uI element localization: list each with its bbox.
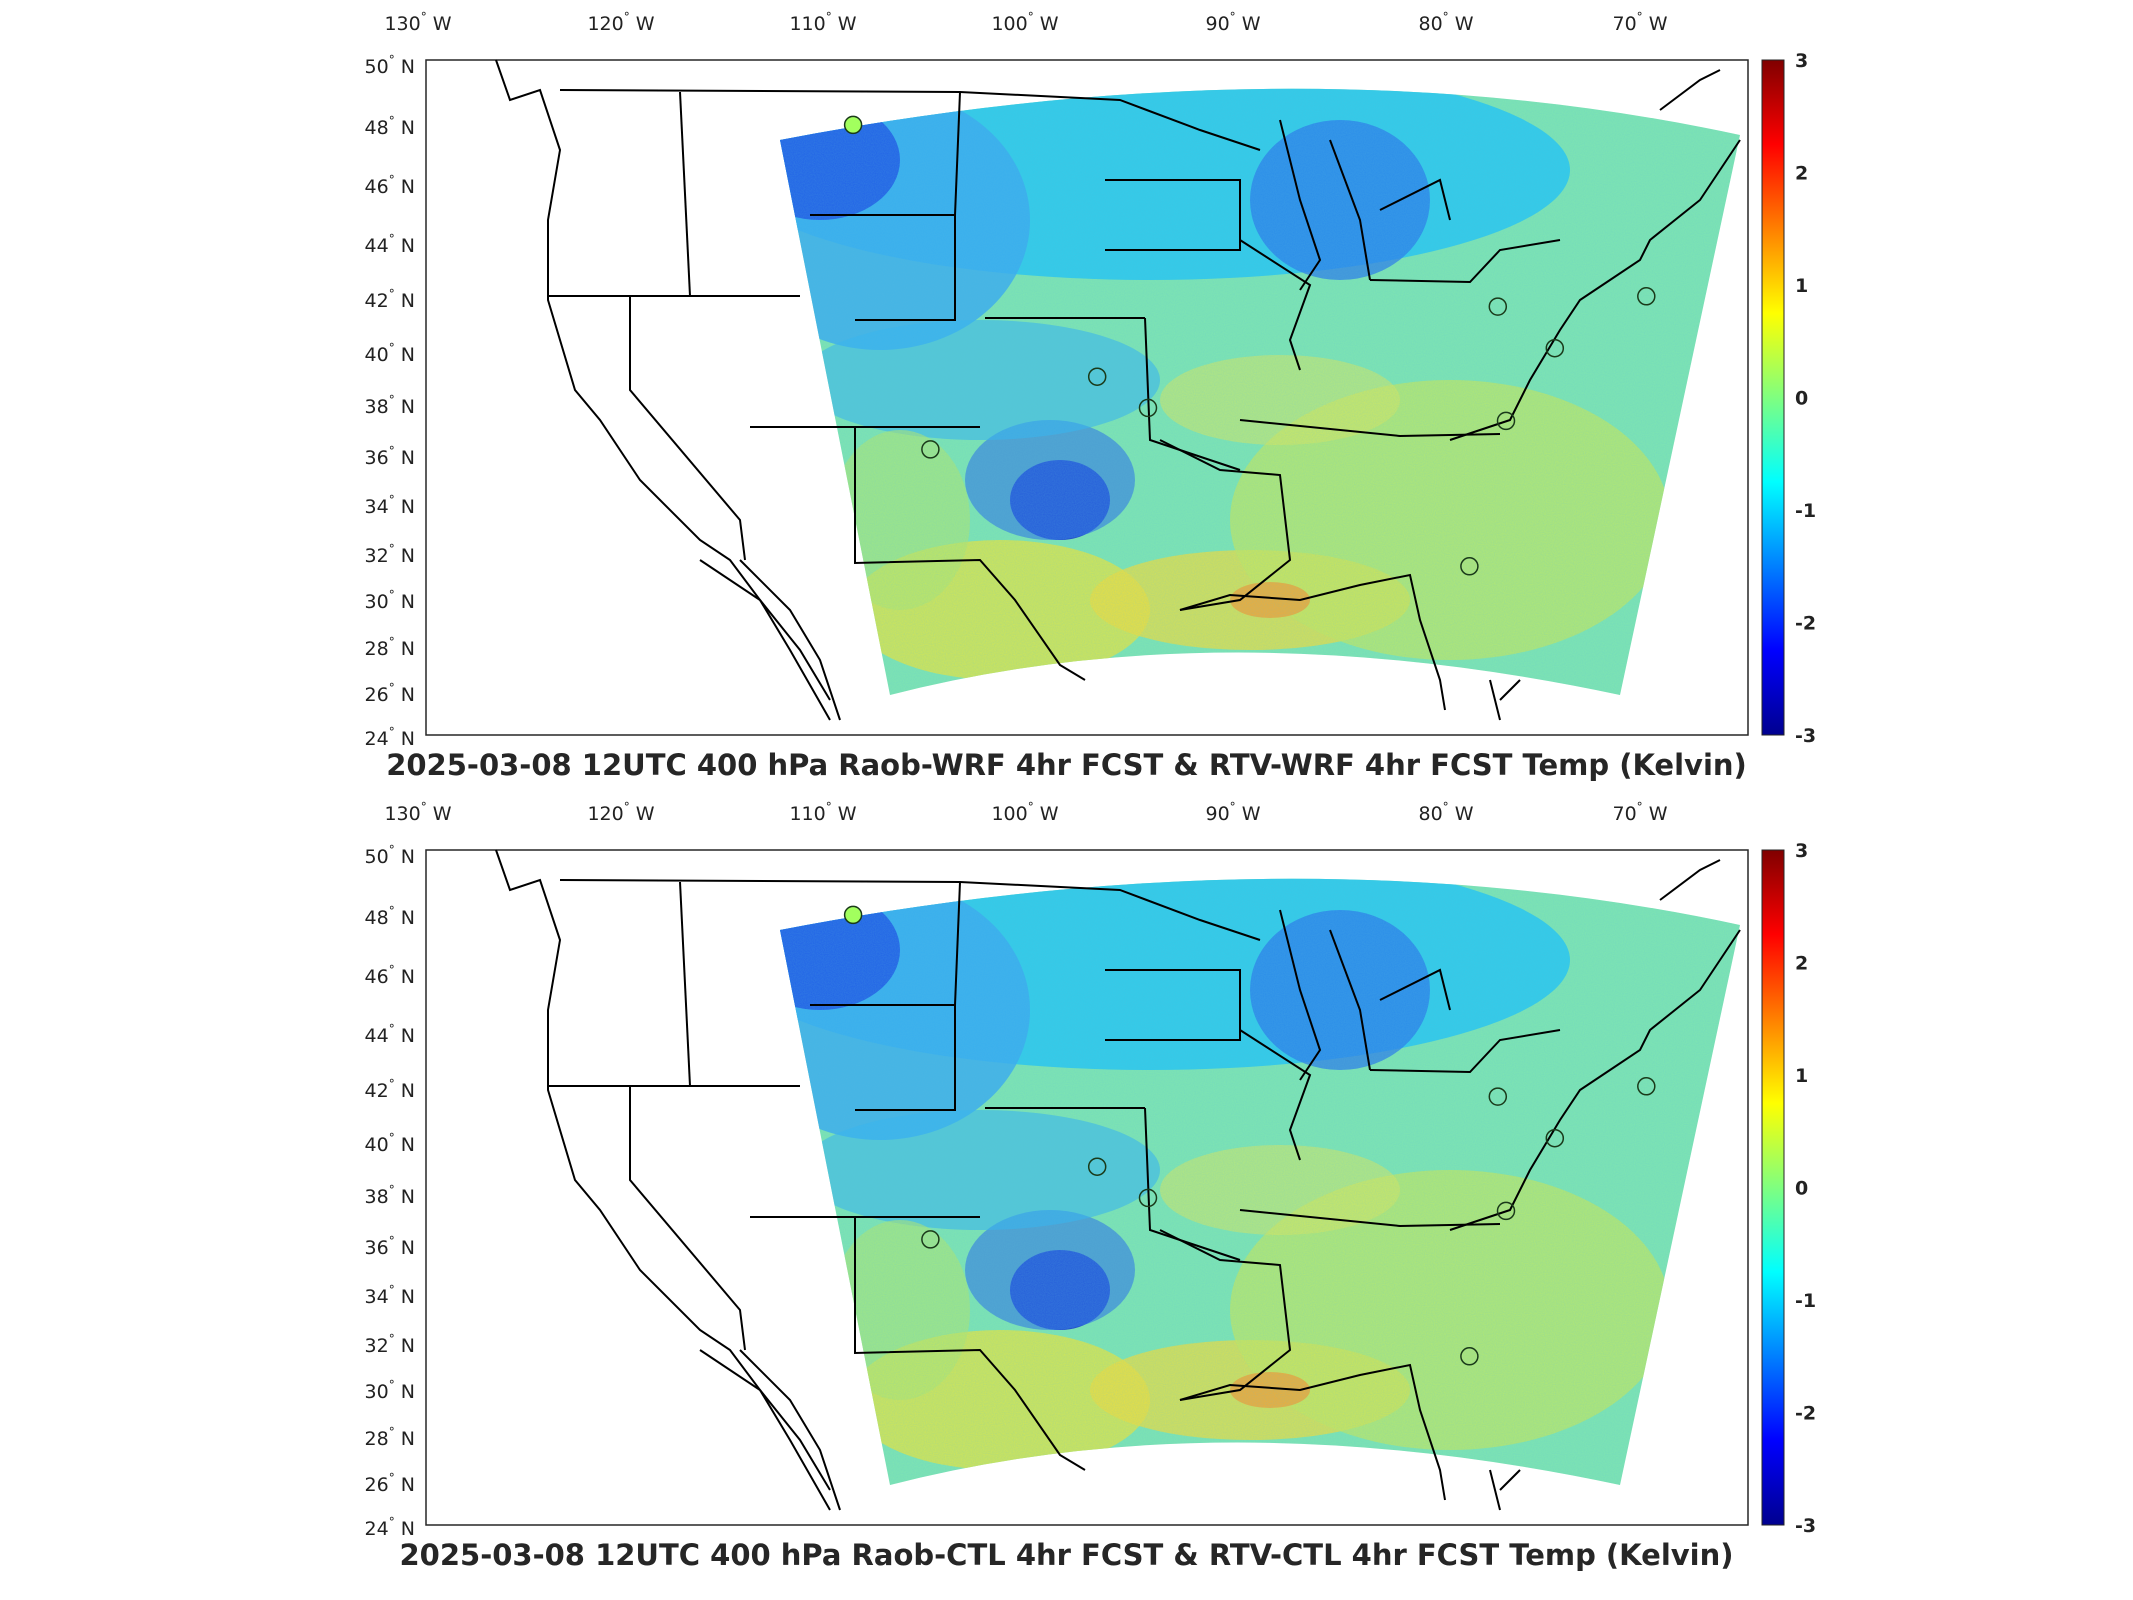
lon-tick-label: 100° W — [991, 800, 1058, 825]
lon-tick-label: 90° W — [1205, 10, 1260, 35]
station-marker — [1545, 1128, 1565, 1148]
lon-tick-label: 80° W — [1418, 800, 1473, 825]
station-marker — [921, 1230, 940, 1249]
coastlines-and-borders — [495, 59, 1741, 721]
colorbar-tick-label: -3 — [1795, 1515, 1816, 1537]
lon-tick-label: 130° W — [384, 10, 451, 35]
lat-tick-label: 34° N — [365, 1283, 415, 1308]
station-marker — [843, 905, 863, 925]
lat-tick-label: 44° N — [365, 1022, 415, 1047]
difference-field — [780, 878, 1740, 1485]
colorbar-tick-labels: 3 2 1 0 -1 -2 -3 — [1795, 840, 1816, 1537]
lat-tick-label: 50° N — [365, 53, 415, 78]
lat-tick-label: 28° N — [365, 1425, 415, 1450]
lat-tick-labels: 50° N 48° N 46° N 44° N 42° N 40° N 38° N 36° N… — [365, 843, 415, 1540]
lat-tick-label: 28° N — [365, 635, 415, 660]
lon-tick-label: 70° W — [1612, 800, 1667, 825]
lat-tick-label: 46° N — [365, 173, 415, 198]
colorbar-tick-label: -1 — [1795, 500, 1816, 522]
difference-field — [780, 88, 1740, 695]
colorbar-tick-label: 2 — [1795, 953, 1808, 975]
station-marker — [1637, 287, 1656, 306]
station-marker — [1496, 1201, 1516, 1221]
lon-tick-label: 120° W — [587, 10, 654, 35]
lon-tick-label: 80° W — [1418, 10, 1473, 35]
colorbar-tick-label: -2 — [1795, 1403, 1816, 1425]
station-marker — [843, 115, 863, 135]
map-panel-raob-ctl: 3 2 1 0 -1 -2 -3 130° W 120° W 110° W 100° W 90° W… — [0, 790, 2133, 1590]
colorbar-tick-labels: 3 2 1 0 -1 -2 -3 — [1795, 50, 1816, 747]
panel-title: 2025-03-08 12UTC 400 hPa Raob-CTL 4hr FC… — [399, 1538, 1734, 1572]
map-panel-raob-wrf: 3 2 1 0 -1 -2 -3 130° W 120° W 110° W 100° W 90° W… — [365, 10, 1817, 782]
lat-tick-label: 32° N — [365, 1332, 415, 1357]
station-marker — [1460, 557, 1479, 576]
colorbar-tick-label: 0 — [1795, 1178, 1808, 1200]
station-marker — [1460, 1347, 1479, 1366]
station-markers — [843, 115, 1656, 576]
lon-tick-label: 130° W — [384, 800, 451, 825]
lat-tick-label: 44° N — [365, 232, 415, 257]
station-marker — [1496, 411, 1516, 431]
lon-tick-label: 110° W — [789, 800, 856, 825]
colorbar-tick-label: 3 — [1795, 840, 1808, 862]
station-marker — [1087, 367, 1107, 386]
lon-tick-labels: 130° W 120° W 110° W 100° W 90° W 80° W 70° W — [384, 800, 1667, 825]
lat-tick-labels: 50° N 48° N 46° N 44° N 42° N 40° N 38° N 36° N… — [365, 53, 415, 750]
lon-tick-labels: 130° W 120° W 110° W 100° W 90° W 80° W 70° W — [384, 10, 1667, 35]
lat-tick-label: 34° N — [365, 493, 415, 518]
lat-tick-label: 30° N — [365, 1378, 415, 1403]
lat-tick-label: 48° N — [365, 114, 415, 139]
coastlines-and-borders — [495, 849, 1741, 1511]
lat-tick-label: 40° N — [365, 1131, 415, 1156]
lat-tick-label: 36° N — [365, 1234, 415, 1259]
station-marker — [1488, 297, 1508, 316]
colorbar-tick-label: 0 — [1795, 388, 1808, 410]
map-svg-raob-wrf: 3 2 1 0 -1 -2 -3 130° W 120° W 110° W 100° W 90° W… — [365, 10, 1817, 750]
station-marker — [1488, 1087, 1508, 1106]
lat-tick-label: 42° N — [365, 1077, 415, 1102]
colorbar — [1761, 849, 1785, 1526]
lat-tick-label: 38° N — [365, 393, 415, 418]
lat-tick-label: 24° N — [365, 1515, 415, 1540]
map-svg-raob-ctl: 3 2 1 0 -1 -2 -3 130° W 120° W 110° W 100° W 90° W… — [365, 800, 1817, 1540]
colorbar-tick-label: 2 — [1795, 163, 1808, 185]
colorbar-tick-label: 3 — [1795, 50, 1808, 72]
lat-tick-label: 26° N — [365, 681, 415, 706]
colorbar-tick-label: 1 — [1795, 275, 1808, 297]
lat-tick-label: 50° N — [365, 843, 415, 868]
lon-tick-label: 90° W — [1205, 800, 1260, 825]
lat-tick-label: 32° N — [365, 542, 415, 567]
lat-tick-label: 38° N — [365, 1183, 415, 1208]
lat-tick-label: 40° N — [365, 341, 415, 366]
lat-tick-label: 24° N — [365, 725, 415, 750]
lon-tick-label: 100° W — [991, 10, 1058, 35]
station-marker — [1138, 1188, 1158, 1208]
lon-tick-label: 110° W — [789, 10, 856, 35]
colorbar-tick-label: 1 — [1795, 1065, 1808, 1087]
station-marker — [1138, 398, 1158, 418]
lon-tick-label: 120° W — [587, 800, 654, 825]
colorbar-tick-label: -3 — [1795, 725, 1816, 747]
station-marker — [1545, 338, 1565, 358]
lat-tick-label: 42° N — [365, 287, 415, 312]
panel-title: 2025-03-08 12UTC 400 hPa Raob-WRF 4hr FC… — [386, 748, 1747, 782]
lat-tick-label: 48° N — [365, 904, 415, 929]
station-marker — [1637, 1077, 1656, 1096]
lat-tick-label: 26° N — [365, 1471, 415, 1496]
colorbar-tick-label: -2 — [1795, 613, 1816, 635]
colorbar-tick-label: -1 — [1795, 1290, 1816, 1312]
lat-tick-label: 36° N — [365, 444, 415, 469]
lat-tick-label: 46° N — [365, 963, 415, 988]
station-markers — [843, 905, 1656, 1366]
station-marker — [1087, 1157, 1107, 1176]
lon-tick-label: 70° W — [1612, 10, 1667, 35]
station-marker — [921, 440, 940, 459]
colorbar — [1761, 59, 1785, 736]
lat-tick-label: 30° N — [365, 588, 415, 613]
